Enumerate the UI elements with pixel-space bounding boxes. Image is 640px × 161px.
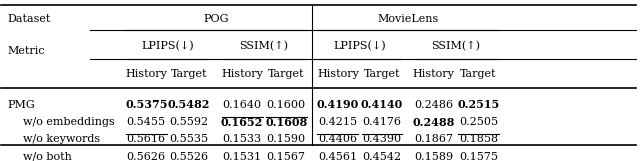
Text: 0.5375: 0.5375 [125, 99, 168, 110]
Text: History: History [413, 69, 454, 79]
Text: Metric: Metric [7, 46, 45, 56]
Text: 0.5455: 0.5455 [127, 117, 166, 127]
Text: 0.5482: 0.5482 [168, 99, 211, 110]
Text: 0.4190: 0.4190 [317, 99, 359, 110]
Text: 0.2488: 0.2488 [413, 117, 455, 128]
Text: POG: POG [204, 14, 229, 24]
Text: 0.4176: 0.4176 [362, 117, 401, 127]
Text: w/o embeddings: w/o embeddings [23, 117, 115, 127]
Text: Target: Target [460, 69, 497, 79]
Text: 0.2486: 0.2486 [414, 100, 453, 110]
Text: 0.1567: 0.1567 [267, 152, 306, 161]
Text: 0.2505: 0.2505 [459, 117, 498, 127]
Text: Target: Target [171, 69, 207, 79]
Text: 0.2515: 0.2515 [457, 99, 499, 110]
Text: Target: Target [268, 69, 305, 79]
Text: 0.4215: 0.4215 [318, 117, 358, 127]
Text: 0.1575: 0.1575 [459, 152, 498, 161]
Text: 0.4561: 0.4561 [318, 152, 358, 161]
Text: 0.1858: 0.1858 [459, 134, 498, 144]
Text: 0.1652: 0.1652 [221, 117, 263, 128]
Text: 0.1867: 0.1867 [414, 134, 453, 144]
Text: w/o keywords: w/o keywords [23, 134, 100, 144]
Text: 0.4542: 0.4542 [362, 152, 401, 161]
Text: PMG: PMG [7, 100, 35, 110]
Text: History: History [221, 69, 263, 79]
Text: 0.5592: 0.5592 [170, 117, 209, 127]
Text: History: History [125, 69, 167, 79]
Text: 0.5616: 0.5616 [127, 134, 166, 144]
Text: 0.1531: 0.1531 [223, 152, 262, 161]
Text: 0.1590: 0.1590 [267, 134, 306, 144]
Text: Target: Target [364, 69, 400, 79]
Text: LPIPS(↓): LPIPS(↓) [333, 41, 386, 52]
Text: 0.5526: 0.5526 [170, 152, 209, 161]
Text: History: History [317, 69, 359, 79]
Text: 0.1533: 0.1533 [223, 134, 262, 144]
Text: 0.4390: 0.4390 [362, 134, 401, 144]
Text: 0.4140: 0.4140 [361, 99, 403, 110]
Text: SSIM(↑): SSIM(↑) [239, 41, 289, 52]
Text: 0.1589: 0.1589 [414, 152, 453, 161]
Text: LPIPS(↓): LPIPS(↓) [141, 41, 194, 52]
Text: 0.1608: 0.1608 [265, 117, 307, 128]
Text: Dataset: Dataset [7, 14, 51, 24]
Text: 0.5535: 0.5535 [170, 134, 209, 144]
Text: 0.4406: 0.4406 [318, 134, 358, 144]
Text: MovieLens: MovieLens [378, 14, 439, 24]
Text: 0.5626: 0.5626 [127, 152, 166, 161]
Text: SSIM(↑): SSIM(↑) [431, 41, 481, 52]
Text: 0.1640: 0.1640 [223, 100, 262, 110]
Text: 0.1600: 0.1600 [267, 100, 306, 110]
Text: w/o both: w/o both [23, 152, 72, 161]
